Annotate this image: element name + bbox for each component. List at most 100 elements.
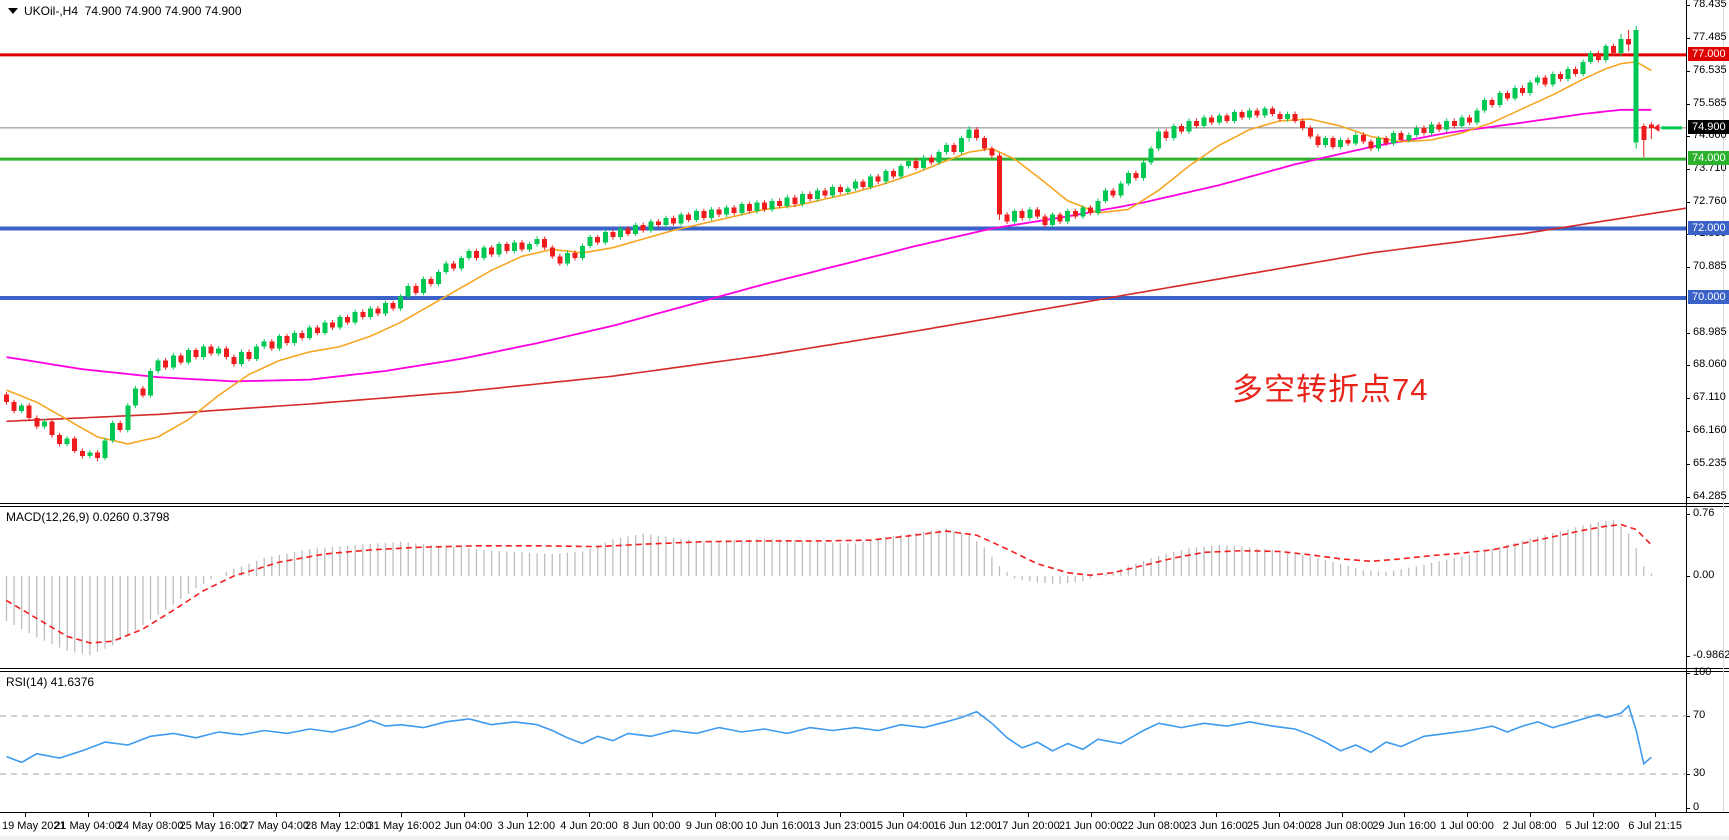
- rsi-chart-canvas[interactable]: [0, 672, 1686, 812]
- candle-body: [1550, 73, 1556, 85]
- price-axis-tick: [1686, 38, 1690, 40]
- candle-body: [1421, 127, 1427, 134]
- price-axis-tick: [1686, 136, 1690, 138]
- panel-separator[interactable]: [0, 503, 1729, 504]
- candle-body: [1118, 183, 1124, 196]
- price-axis-tick: [1686, 496, 1690, 498]
- candle-body: [1285, 113, 1291, 120]
- rsi-axis-tick: [1686, 808, 1690, 809]
- candle-body: [557, 256, 563, 264]
- time-axis-label: 2 Jul 08:00: [1502, 820, 1557, 832]
- rsi-axis-tick-label: 30: [1693, 767, 1706, 779]
- time-axis-label: 27 May 04:00: [242, 820, 309, 832]
- candle-body: [1254, 110, 1260, 116]
- candle-body: [1641, 126, 1647, 140]
- candle-body: [981, 138, 987, 149]
- candle-body: [496, 244, 502, 255]
- window-bottom-strip: [0, 836, 1729, 840]
- candle-body: [1156, 131, 1162, 149]
- rsi-axis-tick: [1686, 774, 1690, 775]
- level-price-label: 70.000: [1688, 290, 1729, 305]
- candle-body: [625, 228, 631, 234]
- candle-body: [405, 285, 411, 297]
- candle-body: [1269, 108, 1275, 114]
- candle-body: [1042, 216, 1048, 226]
- candle-body: [110, 423, 116, 441]
- moving-average-line: [6, 108, 1652, 383]
- time-axis-label: 4 Jun 20:00: [560, 820, 618, 832]
- candle-body: [777, 200, 783, 206]
- candle-body: [519, 242, 525, 250]
- rsi-axis-tick-label: 0: [1693, 801, 1700, 813]
- candle-body: [383, 303, 388, 314]
- candle-body: [1141, 162, 1146, 179]
- time-axis-tick: [714, 812, 716, 817]
- price-axis-tick: [1686, 333, 1690, 335]
- time-axis-label: 21 Jun 00:00: [1058, 820, 1123, 832]
- time-axis-label: 13 Jun 23:00: [808, 820, 872, 832]
- time-axis-label: 22 Jun 08:00: [1121, 820, 1186, 832]
- time-axis-label: 21 May 04:00: [54, 820, 121, 832]
- candle-body: [617, 228, 623, 238]
- candle-body: [572, 252, 578, 259]
- price-axis-tick: [1686, 71, 1690, 73]
- candle-body: [125, 405, 131, 431]
- time-axis-label: 19 May 2021: [2, 820, 66, 832]
- candle-body: [140, 388, 146, 396]
- candle-body: [830, 186, 836, 196]
- candle-body: [1315, 136, 1321, 146]
- candle-body: [132, 388, 138, 406]
- candle-body: [504, 244, 510, 252]
- candle-body: [79, 450, 85, 457]
- time-axis-tick: [401, 812, 403, 817]
- candle-body: [815, 190, 821, 200]
- candle-body: [1216, 115, 1222, 123]
- panel-separator[interactable]: [0, 668, 1729, 669]
- panel-separator[interactable]: [0, 506, 1729, 507]
- candle-body: [185, 350, 191, 363]
- candle-body: [292, 332, 298, 344]
- candle-body: [193, 350, 199, 358]
- macd-signal-line: [6, 523, 1652, 644]
- price-chart-panel[interactable]: UKOil-,H4 74.900 74.900 74.900 74.900 多空…: [0, 0, 1686, 503]
- price-axis-tick: [1686, 202, 1690, 204]
- candle-body: [534, 238, 540, 245]
- candle-body: [1133, 172, 1139, 179]
- candle-body: [443, 263, 449, 272]
- candle-body: [299, 332, 305, 338]
- price-axis-tick: [1686, 267, 1690, 269]
- candle-body: [155, 360, 161, 371]
- candlestick-chart-canvas[interactable]: [0, 0, 1686, 503]
- candle-body: [1163, 131, 1169, 139]
- candle-body: [845, 188, 851, 193]
- candle-body: [1125, 172, 1131, 184]
- candle-body: [1520, 87, 1525, 94]
- candle-body: [1148, 148, 1154, 163]
- rsi-axis-tick: [1686, 716, 1690, 717]
- candle-body: [655, 221, 661, 226]
- time-axis-tick: [1028, 812, 1030, 817]
- price-axis-tick: [1686, 5, 1690, 7]
- candle-body: [898, 166, 904, 177]
- candle-body: [367, 308, 373, 318]
- candle-body: [1633, 29, 1639, 143]
- symbol-dropdown-icon[interactable]: [8, 8, 18, 14]
- candle-body: [966, 129, 972, 139]
- candle-body: [345, 317, 351, 323]
- candle-body: [852, 181, 858, 189]
- candle-body: [1178, 126, 1184, 132]
- price-axis-tick-label: 75.585: [1693, 97, 1727, 110]
- time-axis-tick: [1341, 812, 1343, 817]
- panel-separator[interactable]: [0, 671, 1729, 672]
- macd-chart-canvas[interactable]: [0, 507, 1686, 668]
- time-axis-label: 31 May 16:00: [367, 820, 435, 832]
- candle-body: [420, 278, 426, 293]
- rsi-indicator-panel[interactable]: RSI(14) 41.6376: [0, 672, 1686, 812]
- chart-annotation-text: 多空转折点74: [1232, 372, 1429, 407]
- time-axis-tick: [1090, 812, 1092, 817]
- price-axis-tick: [1686, 169, 1690, 171]
- time-axis-label: 23 Jun 16:00: [1184, 820, 1248, 832]
- price-axis-tick-label: 68.060: [1693, 358, 1727, 371]
- macd-indicator-panel[interactable]: MACD(12,26,9) 0.0260 0.3798: [0, 507, 1686, 668]
